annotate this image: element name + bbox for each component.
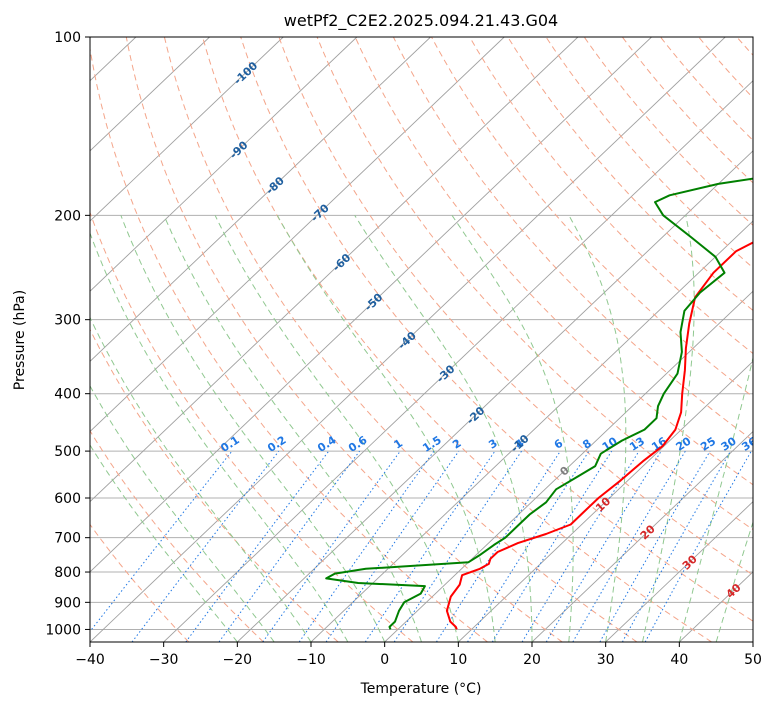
y-tick-label: 700 [54,531,81,547]
y-tick-label: 200 [54,208,81,224]
moist-adiabat-line [120,215,386,642]
y-tick-label: 500 [54,444,81,460]
isotherm-line [90,37,579,503]
mixing-ratio-line [325,450,460,642]
isotherm-line [605,501,753,642]
isotherm-line [90,37,726,642]
moist-adiabat-line [642,215,695,642]
x-tick-label: 30 [597,652,615,668]
y-tick-label: 400 [54,387,81,403]
x-axis-label: Temperature (°C) [360,681,482,697]
dry-adiabat-line [90,328,339,642]
moist-adiabat-line [276,215,496,642]
dry-adiabat-line [507,37,753,312]
mixing-ratio-line [218,450,361,642]
dewpoint-profile-line [325,177,753,630]
y-tick-label: 800 [54,565,81,581]
mixing-ratio-line [621,450,732,642]
x-tick-label: −40 [75,652,105,668]
moist-adiabat-line [568,215,627,642]
mixing-ratio-line [298,450,435,642]
mixing-ratio-line [644,450,752,642]
isotherm-line [531,430,753,642]
moist-adiabat-line [163,215,422,642]
mixing-ratio-line [467,450,590,642]
dry-adiabat-line [125,37,563,642]
moist-adiabat-line [90,316,312,642]
chart-title: wetPf2_C2E2.2025.094.21.43.G04 [284,11,558,31]
mixing-ratio-line [393,450,523,642]
isotherm-line [384,290,753,642]
x-tick-label: 40 [670,652,688,668]
y-tick-label: 600 [54,491,81,507]
temperature-profile-line [445,241,753,630]
moist-adiabat-line [214,215,459,642]
mixing-ratio-line [185,450,330,642]
isotherm-line [237,150,753,642]
isotherm-line [90,37,358,292]
mixing-ratio-line [435,450,561,642]
isotherm-line [90,37,284,222]
x-tick-label: 50 [744,652,762,668]
dry-adiabat-line [163,37,638,642]
moist-adiabat-line [451,215,574,642]
isotherm-line [458,360,753,642]
x-tick-label: 0 [380,652,389,668]
isotherm-line [310,220,753,642]
y-tick-label: 900 [54,595,81,611]
mixing-ratio-line [521,450,640,642]
y-tick-label: 1000 [45,622,81,638]
moist-adiabat-line [354,215,533,642]
isotherm-line [163,80,753,642]
isotherm-line [90,37,210,152]
dry-adiabat-line [90,45,488,642]
y-tick-label: 300 [54,313,81,329]
isotherm-line [90,37,652,573]
isotherm-line [90,37,431,362]
y-tick-label: 100 [54,30,81,46]
plot-frame [89,36,754,643]
x-tick-label: 10 [449,652,467,668]
x-tick-label: 20 [523,652,541,668]
x-tick-label: −10 [296,652,326,668]
mixing-ratio-line [262,450,401,642]
y-axis-label: Pressure (hPa) [12,290,28,390]
dry-adiabat-line [202,37,712,642]
isotherm-line [90,37,505,433]
mixing-ratio-line [364,450,496,642]
x-tick-label: −20 [223,652,253,668]
x-tick-label: −30 [149,652,179,668]
